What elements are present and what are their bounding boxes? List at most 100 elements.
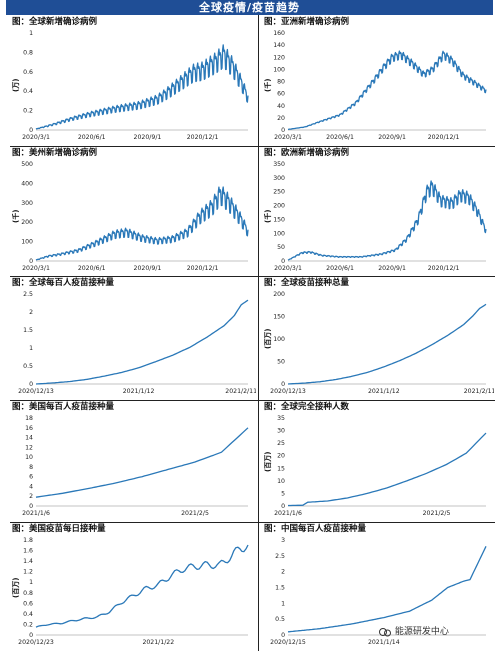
chart-title: 图：美国每百人疫苗接种量 [12,402,115,412]
column-divider [258,15,259,651]
chart-svg: 0 5 10 15 20 25 30 35 2021/1/6 2021/2/5 [274,415,487,517]
series-line [35,44,249,130]
y-tick-label: 400 [21,180,33,187]
y-tick-label: 2 [29,493,33,500]
x-tick-label: 2020/12/1 [187,134,219,141]
y-tick-label: 3 [281,537,285,544]
x-tick-label: 2020/12/13 [18,388,54,395]
y-tick-label: 160 [273,30,285,37]
y-tick-label: 0.8 [23,590,33,597]
chart-panel-global-fully: 图：全球完全接种人数 (百万) 0 5 10 15 20 25 30 35 2021/1/6 2021… [262,401,494,520]
y-tick-label: 5 [281,490,285,497]
series-line [288,432,487,507]
x-tick-label: 2020/12/15 [270,639,306,646]
y-tick-label: 0.5 [275,616,285,623]
y-tick-label: 4 [29,483,33,490]
x-tick-label: 2020/9/1 [134,265,162,272]
x-tick-label: 2020/12/23 [18,639,54,646]
y-tick-label: 14 [25,435,33,442]
chart-panel-us-per100: 图：美国每百人疫苗接种量 0 2 4 6 8 10 12 14 16 18 2021/1/6 2021/… [10,401,256,520]
y-tick-label: 50 [277,244,285,251]
chart-svg: 0 0.2 0.4 0.6 0.8 1 2020/3/1 2020/6/1 2020/9/1 20… [22,30,249,141]
x-tick-label: 2020/3/1 [22,134,50,141]
x-tick-label: 2020/9/1 [378,134,406,141]
y-tick-label: 80 [277,79,285,86]
series-line [287,303,487,385]
y-tick-label: 1.5 [23,327,33,334]
x-tick-label: 2021/1/14 [368,639,400,646]
y-tick-label: 60 [277,91,285,98]
y-tick-label: 0 [281,127,285,134]
watermark: 能源研发中心 [378,624,449,637]
chart-title: 图：亚洲新增确诊病例 [264,17,350,27]
y-tick-label: 100 [273,230,285,237]
watermark-text: 能源研发中心 [394,627,449,637]
y-tick-label: 2.5 [275,553,285,560]
y-tick-label: 500 [21,161,33,168]
chart-panel-europe-new: 图：欧洲新增确诊病例 (千) 0 50 100 150 200 250 300 350 2020/3… [262,147,494,275]
y-tick-label: 100 [273,336,285,343]
y-tick-label: 0 [29,632,33,639]
y-tick-label: 0.4 [23,88,33,95]
y-tick-label: 300 [21,200,33,207]
x-tick-label: 2021/1/22 [142,639,174,646]
chart-panel-asia-new: 图：亚洲新增确诊病例 (千) 0 20 40 60 80 100 120 140 160 2020/3… [262,16,494,144]
y-tick-label: 0 [29,258,33,265]
chart-panel-global-per100: 图：全球每百人疫苗接种量 0 0.5 1 1.5 2 2.5 2020/12/13 2021/1… [10,277,256,398]
chart-panel-global-new: 图：全球新增确诊病例 (万) 0 0.2 0.4 0.6 0.8 1 2020/3/1 2020/… [10,16,256,144]
y-tick-label: 0.5 [23,363,33,370]
row-divider [10,522,495,523]
chart-svg: 0 0.5 1 1.5 2 2.5 3 2020/12/15 2021/1/14 [270,537,487,646]
wechat-logo-icon [379,627,391,636]
chart-title: 图：欧洲新增确诊病例 [264,148,350,158]
y-tick-label: 100 [21,239,33,246]
chart-svg: 0 20 40 60 80 100 120 140 160 2020/3/1 2020/6/1 202… [273,30,487,141]
chart-title: 图：美州新增确诊病例 [12,148,98,158]
y-tick-label: 250 [273,189,285,196]
y-tick-label: 20 [277,453,285,460]
chart-title: 图：全球新增确诊病例 [12,17,98,27]
x-tick-label: 2021/1/12 [123,388,155,395]
y-tick-label: 18 [25,415,33,422]
y-tick-label: 25 [277,440,285,447]
x-tick-label: 2020/12/13 [270,388,306,395]
y-tick-label: 1 [29,579,33,586]
x-tick-label: 2020/3/1 [274,265,302,272]
y-tick-label: 1.5 [275,585,285,592]
y-tick-label: 12 [25,444,33,451]
chart-title: 图：全球疫苗接种总量 [264,278,350,288]
y-tick-label: 10 [277,478,285,485]
y-tick-label: 0.6 [23,69,33,76]
chart-panel-global-total: 图：全球疫苗接种总量 (百万) 0 50 100 150 200 2020/12/13 2021… [262,277,494,398]
series-line [35,299,249,385]
y-tick-label: 2.5 [23,291,33,298]
row-divider [10,400,495,401]
row-divider [10,146,495,147]
y-tick-label: 6 [29,474,33,481]
y-tick-label: 0.6 [23,600,33,607]
chart-svg: 0 50 100 150 200 250 300 350 2020/3/1 2020/6/1 202… [273,161,487,272]
chart-panel-china-per100: 图：中国每百人疫苗接种量 0 0.5 1 1.5 2 2.5 3 2020/12/15 2021/… [262,523,494,649]
y-tick-label: 2 [29,309,33,316]
series-line [287,546,487,633]
x-tick-label: 2020/12/1 [428,134,460,141]
chart-panel-americas-new: 图：美州新增确诊病例 (千) 0 100 200 300 400 500 2020/3/1 202… [10,147,256,275]
x-tick-label: 2021/1/6 [22,510,50,517]
y-tick-label: 0 [29,127,33,134]
y-tick-label: 0.2 [23,621,33,628]
x-tick-label: 2020/12/1 [187,265,219,272]
y-tick-label: 10 [25,454,33,461]
x-tick-label: 2020/6/1 [78,265,106,272]
y-tick-label: 1.8 [23,537,33,544]
y-tick-label: 200 [273,203,285,210]
page-title: 全球疫情/疫苗趋势 [6,0,493,15]
x-tick-label: 2020/12/1 [428,265,460,272]
chart-title: 图：中国每百人疫苗接种量 [264,524,367,534]
chart-svg: 0 100 200 300 400 500 2020/3/1 2020/6/1 2020/9/1… [21,161,249,272]
x-tick-label: 2020/3/1 [274,134,302,141]
x-tick-label: 2020/6/1 [326,134,354,141]
y-tick-label: 0 [281,381,285,388]
y-tick-label: 300 [273,175,285,182]
y-tick-label: 40 [277,103,285,110]
x-tick-label: 2021/2/11 [225,388,256,395]
